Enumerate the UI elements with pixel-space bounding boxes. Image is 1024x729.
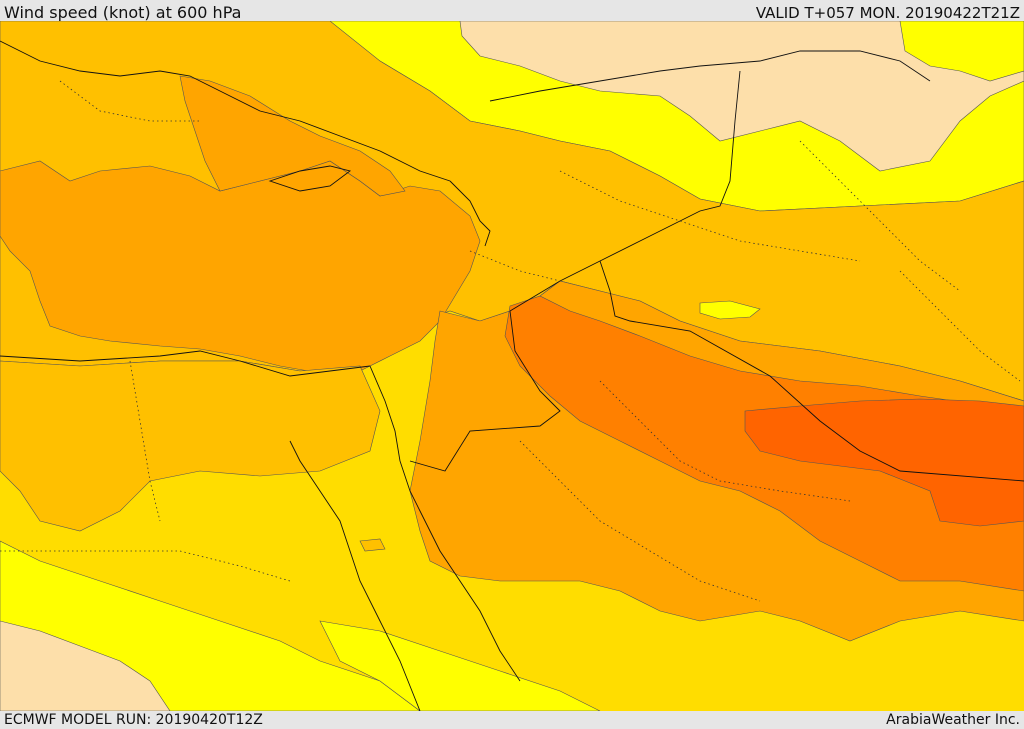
- dotted-iran-1: [899, 270, 1021, 382]
- wind-speed-map: [0, 21, 1024, 711]
- border-iraq-saudi: [599, 260, 1024, 482]
- border-red-sea-west: [289, 440, 421, 711]
- border-egypt-coast: [0, 350, 371, 377]
- dotted-saudi-2: [599, 380, 851, 502]
- border-turkey-syria: [449, 180, 491, 247]
- border-jordan-saudi: [409, 310, 561, 472]
- pocket-yellow-jordan: [699, 300, 761, 320]
- pocket-amber-nile: [359, 538, 386, 552]
- band-amber-egypt: [0, 360, 381, 532]
- border-red-sea-east: [399, 460, 521, 682]
- band-peach-south: [0, 620, 171, 711]
- header-bar: Wind speed (knot) at 600 hPa VALID T+057…: [0, 0, 1024, 22]
- model-run-label: ECMWF MODEL RUN: 20190420T12Z: [4, 712, 263, 728]
- border-cyprus: [268, 165, 352, 192]
- border-turkey-coast: [0, 40, 451, 182]
- country-borders: [0, 40, 1024, 711]
- credit-label: ArabiaWeather Inc.: [886, 712, 1020, 728]
- valid-time: VALID T+057 MON. 20190422T21Z: [755, 4, 1020, 22]
- chart-title: Wind speed (knot) at 600 hPa: [4, 3, 242, 22]
- footer-bar: ECMWF MODEL RUN: 20190420T12Z ArabiaWeat…: [0, 711, 1024, 729]
- band-yellow-red-sea: [319, 620, 601, 711]
- province-borders: [0, 80, 1021, 602]
- border-iraq-iran: [509, 70, 741, 312]
- border-iraq-north: [489, 50, 931, 102]
- band-yellow-northeast: [899, 21, 1024, 82]
- band-orange-west: [0, 160, 481, 374]
- band-peach-north: [459, 21, 1024, 172]
- dotted-iraq-2: [799, 140, 961, 292]
- band-red-orange: [744, 398, 1024, 527]
- dotted-egypt-1: [129, 360, 161, 522]
- border-sinai: [369, 365, 401, 462]
- dotted-syria-1: [469, 250, 561, 282]
- dotted-egypt-2: [0, 550, 291, 582]
